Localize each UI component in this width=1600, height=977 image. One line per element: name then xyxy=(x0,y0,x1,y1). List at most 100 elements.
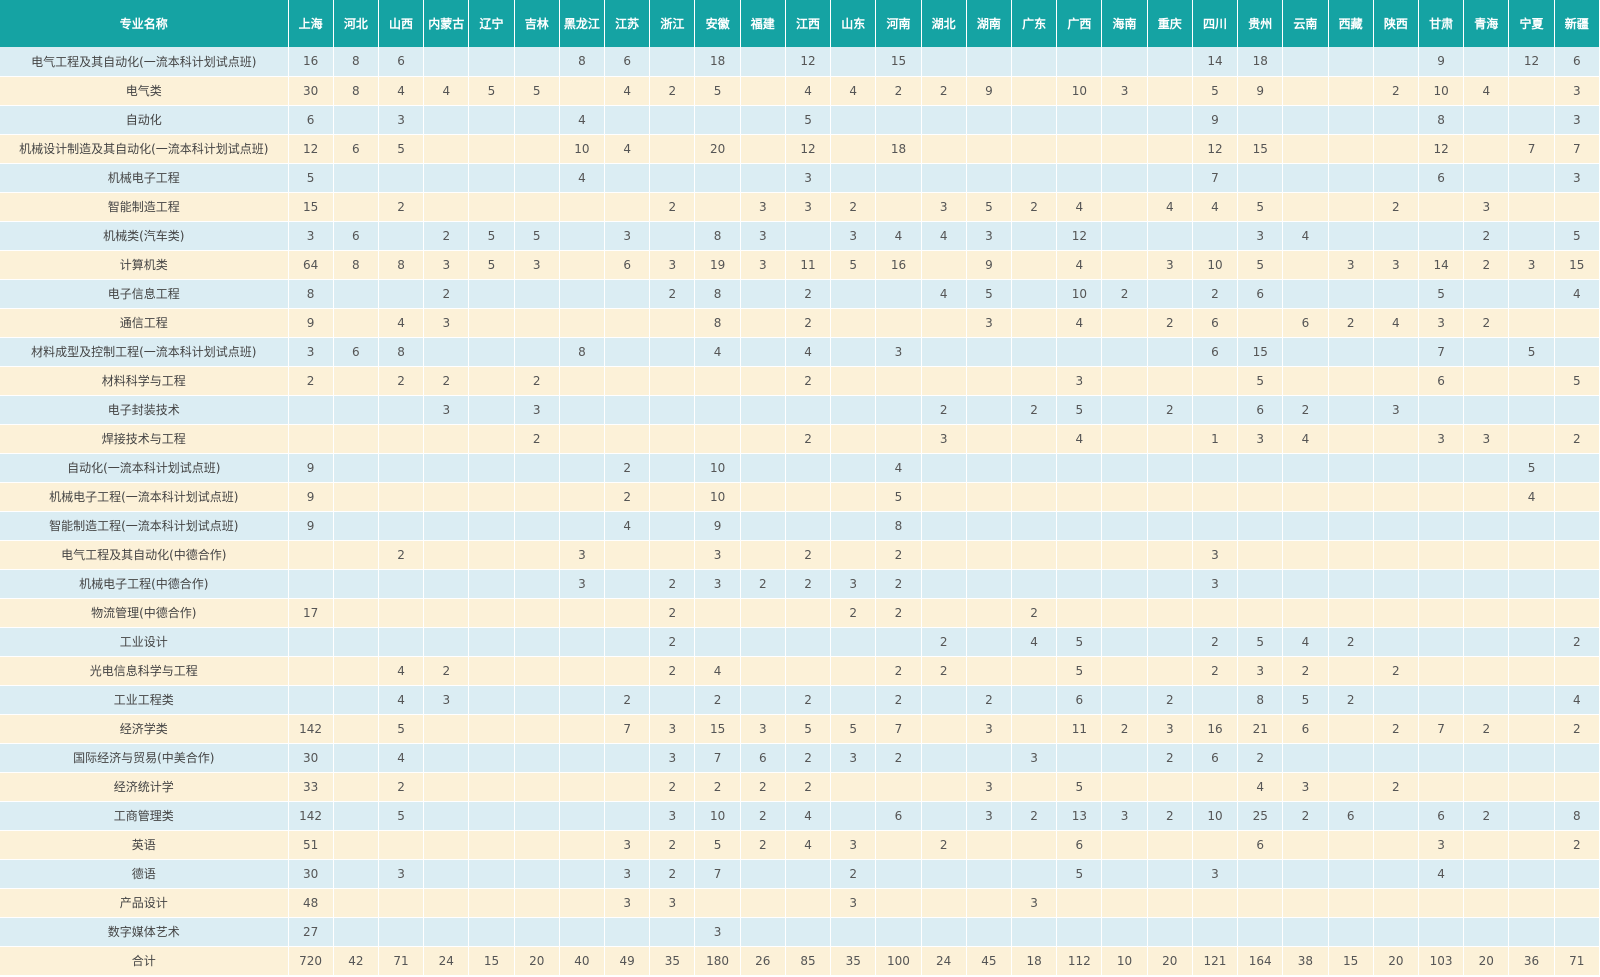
quota-cell xyxy=(1101,917,1148,947)
quota-cell xyxy=(1373,134,1419,164)
quota-cell xyxy=(378,917,425,947)
quota-cell xyxy=(423,743,470,773)
quota-cell: 2 xyxy=(1328,308,1374,338)
quota-cell xyxy=(559,279,606,309)
quota-cell xyxy=(1328,540,1374,570)
quota-cell: 4 xyxy=(1056,250,1103,280)
quota-cell: 2 xyxy=(649,772,696,802)
table-row: 机械电子工程(中德合作) 3 2 3 2 2 3 2 3 xyxy=(0,569,1600,599)
quota-cell: 5 xyxy=(875,482,922,512)
quota-cell xyxy=(604,569,651,599)
quota-cell xyxy=(1101,395,1148,425)
major-name-cell: 电气类 xyxy=(0,76,289,106)
quota-cell xyxy=(514,105,560,135)
quota-cell xyxy=(333,888,379,918)
quota-cell: 5 xyxy=(1237,192,1284,222)
quota-cell xyxy=(649,221,696,251)
quota-cell xyxy=(740,656,786,686)
quota-cell xyxy=(875,163,922,193)
quota-cell xyxy=(966,482,1013,512)
quota-cell xyxy=(1554,743,1600,773)
table-row: 电子封装技术 3 3 2 2 5 2 6 2 3 xyxy=(0,395,1600,425)
quota-cell xyxy=(785,859,832,889)
header-province: 贵州 xyxy=(1237,0,1284,47)
quota-cell: 10 xyxy=(694,453,741,483)
quota-cell: 49 xyxy=(604,946,651,976)
quota-cell: 4 xyxy=(1282,424,1329,454)
table-row: 英语 51 3 2 5 2 4 3 2 6 6 3 2 xyxy=(0,830,1600,860)
major-name-cell: 工业设计 xyxy=(0,627,289,657)
quota-cell xyxy=(921,511,967,541)
quota-cell xyxy=(830,279,877,309)
quota-cell xyxy=(966,511,1013,541)
quota-cell xyxy=(378,598,425,628)
quota-cell: 2 xyxy=(785,424,832,454)
quota-cell xyxy=(1101,888,1148,918)
quota-cell: 5 xyxy=(378,134,425,164)
quota-cell: 2 xyxy=(740,801,786,831)
quota-cell xyxy=(333,801,379,831)
quota-cell xyxy=(694,163,741,193)
quota-cell xyxy=(333,163,379,193)
quota-cell xyxy=(1508,308,1555,338)
quota-cell xyxy=(1508,76,1555,106)
quota-cell: 24 xyxy=(423,946,470,976)
quota-cell xyxy=(378,221,425,251)
quota-cell xyxy=(1508,192,1555,222)
quota-cell: 100 xyxy=(875,946,922,976)
table-row: 经济学类 142 5 7 3 15 3 5 5 7 3 11 2 3 16 21 6 2 7 2 2 xyxy=(0,714,1600,744)
quota-cell xyxy=(966,395,1013,425)
quota-cell: 8 xyxy=(378,337,425,367)
quota-cell xyxy=(649,308,696,338)
quota-cell xyxy=(1418,772,1465,802)
quota-cell: 7 xyxy=(875,714,922,744)
quota-cell xyxy=(1373,801,1419,831)
quota-cell xyxy=(468,685,515,715)
quota-cell: 71 xyxy=(1554,946,1600,976)
quota-cell: 2 xyxy=(1011,598,1058,628)
quota-cell: 5 xyxy=(1056,627,1103,657)
quota-cell xyxy=(740,888,786,918)
quota-cell xyxy=(1282,134,1329,164)
quota-cell: 2 xyxy=(921,656,967,686)
quota-cell: 2 xyxy=(785,569,832,599)
quota-cell: 8 xyxy=(288,279,334,309)
quota-cell: 8 xyxy=(378,250,425,280)
quota-cell: 2 xyxy=(785,772,832,802)
quota-cell xyxy=(649,453,696,483)
quota-cell: 3 xyxy=(649,888,696,918)
quota-cell xyxy=(740,308,786,338)
quota-cell: 2 xyxy=(1373,192,1419,222)
major-name-cell: 机械类(汽车类) xyxy=(0,221,289,251)
quota-cell xyxy=(1147,917,1193,947)
quota-cell: 164 xyxy=(1237,946,1284,976)
quota-cell: 4 xyxy=(1418,859,1465,889)
header-province: 浙江 xyxy=(649,0,696,47)
quota-cell xyxy=(830,482,877,512)
quota-cell: 121 xyxy=(1192,946,1239,976)
quota-cell: 2 xyxy=(1463,714,1510,744)
quota-cell: 6 xyxy=(875,801,922,831)
quota-cell xyxy=(514,540,560,570)
quota-cell xyxy=(559,424,606,454)
major-name-cell: 电气工程及其自动化(一流本科计划试点班) xyxy=(0,47,289,77)
header-province: 西藏 xyxy=(1328,0,1374,47)
quota-cell xyxy=(423,482,470,512)
quota-cell: 4 xyxy=(559,105,606,135)
quota-cell: 3 xyxy=(559,569,606,599)
quota-cell xyxy=(468,47,515,77)
quota-cell xyxy=(649,511,696,541)
quota-cell xyxy=(785,395,832,425)
quota-cell: 42 xyxy=(333,946,379,976)
quota-cell: 3 xyxy=(514,250,560,280)
quota-cell xyxy=(559,482,606,512)
table-row: 电子信息工程 8 2 2 8 2 4 5 10 2 2 6 5 4 xyxy=(0,279,1600,309)
quota-cell xyxy=(966,888,1013,918)
quota-cell xyxy=(875,279,922,309)
quota-cell: 4 xyxy=(875,453,922,483)
quota-cell xyxy=(1237,453,1284,483)
quota-cell xyxy=(1554,540,1600,570)
quota-cell xyxy=(1101,250,1148,280)
quota-cell: 5 xyxy=(966,192,1013,222)
quota-cell xyxy=(1011,366,1058,396)
